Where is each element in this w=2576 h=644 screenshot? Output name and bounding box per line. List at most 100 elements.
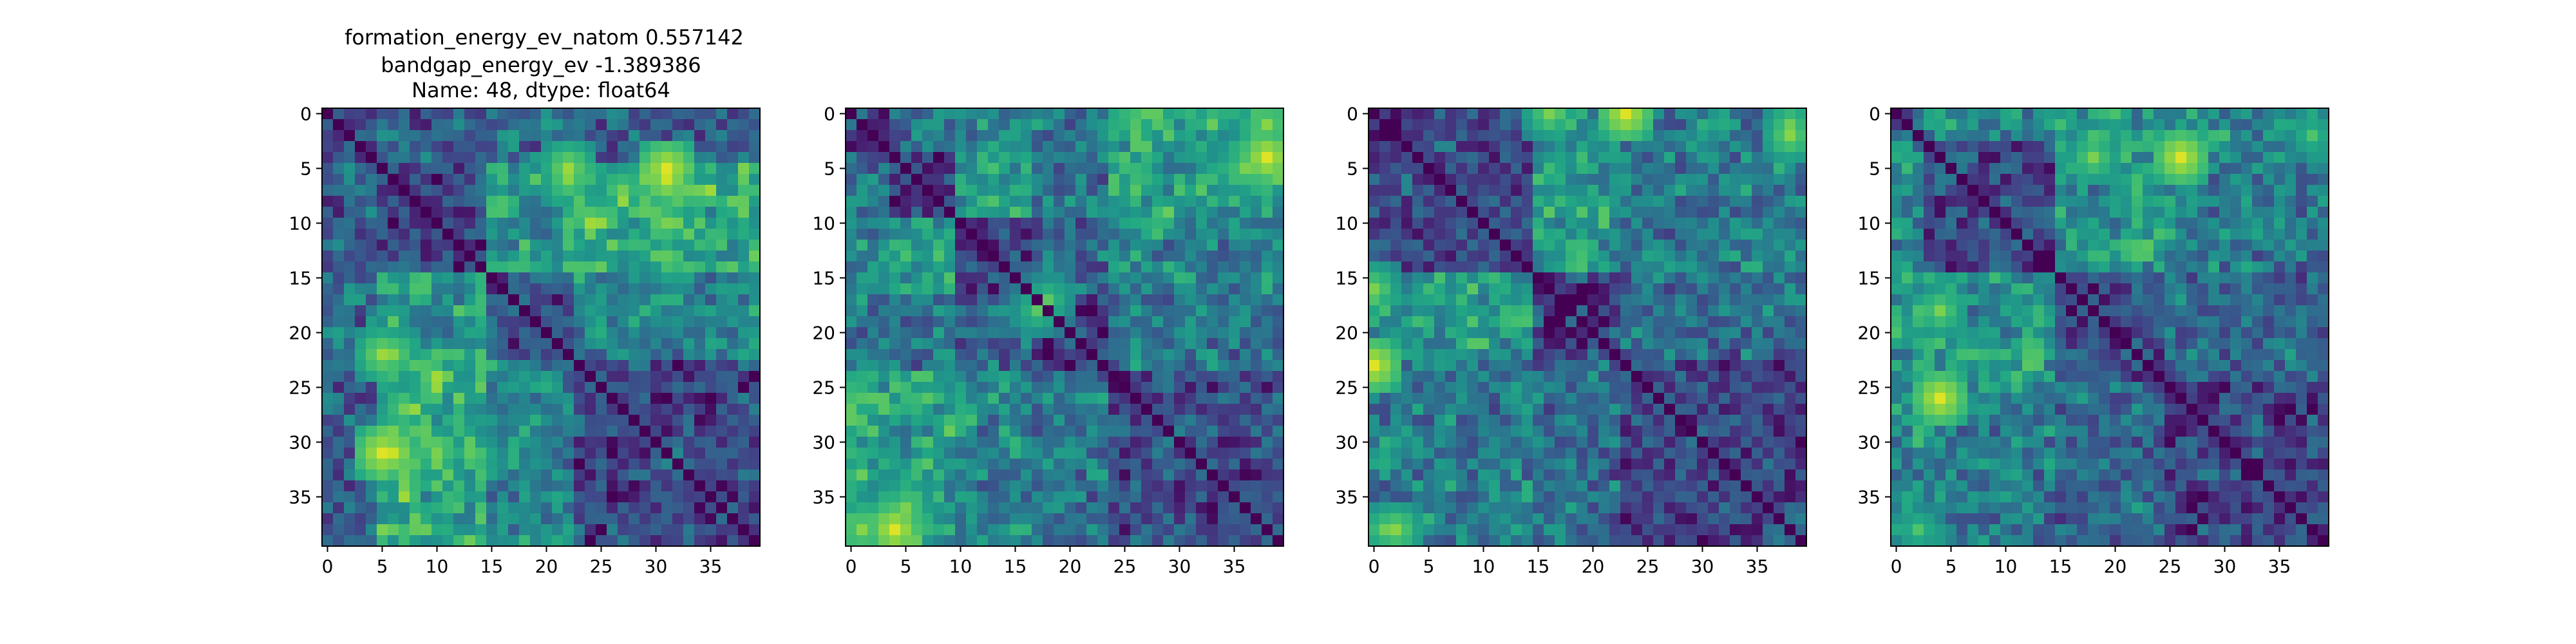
heatmap-cell bbox=[1086, 415, 1098, 426]
heatmap-cell bbox=[988, 229, 999, 240]
heatmap-cell bbox=[1218, 207, 1229, 218]
heatmap-cell bbox=[1412, 371, 1424, 383]
heatmap-cell bbox=[933, 251, 945, 262]
heatmap-cell bbox=[333, 218, 345, 229]
heatmap-cell bbox=[1218, 141, 1229, 153]
heatmap-cell bbox=[749, 261, 761, 273]
heatmap-cell bbox=[431, 437, 443, 448]
heatmap-cell bbox=[497, 185, 509, 196]
heatmap-cell bbox=[366, 327, 377, 339]
heatmap-cell bbox=[1741, 207, 1752, 218]
heatmap-cell bbox=[1785, 207, 1796, 218]
heatmap-cell bbox=[322, 108, 334, 120]
heatmap-cell bbox=[2197, 108, 2209, 120]
heatmap-cell bbox=[1686, 415, 1698, 426]
heatmap-cell bbox=[585, 338, 596, 350]
heatmap-cell bbox=[1500, 305, 1511, 317]
heatmap-cell bbox=[322, 371, 334, 383]
heatmap-cell bbox=[530, 185, 542, 196]
heatmap-cell bbox=[355, 229, 366, 240]
heatmap-cell bbox=[639, 404, 651, 415]
heatmap-cell bbox=[530, 261, 542, 273]
heatmap-cell bbox=[574, 130, 585, 142]
heatmap-cell bbox=[1262, 459, 1273, 470]
heatmap-cell bbox=[574, 415, 585, 426]
heatmap-cell bbox=[966, 327, 978, 339]
heatmap-cell bbox=[1577, 480, 1588, 492]
heatmap-cell bbox=[1262, 196, 1273, 207]
heatmap-cell bbox=[322, 185, 334, 196]
heatmap-cell bbox=[1097, 229, 1109, 240]
heatmap-cell bbox=[650, 119, 662, 131]
heatmap-cell bbox=[2285, 108, 2297, 120]
heatmap-cell bbox=[683, 491, 695, 503]
heatmap-cell bbox=[1609, 141, 1621, 153]
heatmap-cell bbox=[1423, 240, 1435, 251]
heatmap-cell bbox=[421, 283, 432, 295]
heatmap-cell bbox=[453, 524, 465, 536]
heatmap-cell bbox=[1741, 502, 1752, 514]
heatmap-cell bbox=[1500, 272, 1511, 284]
heatmap-cell bbox=[1021, 382, 1032, 393]
heatmap-cell bbox=[1467, 371, 1479, 383]
heatmap-cell bbox=[453, 382, 465, 393]
heatmap-cell bbox=[1587, 491, 1599, 503]
heatmap-cell bbox=[1412, 338, 1424, 350]
heatmap-cell bbox=[1130, 382, 1142, 393]
heatmap-cell bbox=[1533, 469, 1544, 481]
heatmap-cell bbox=[530, 469, 542, 481]
heatmap-cell bbox=[1456, 305, 1468, 317]
heatmap-cell bbox=[1196, 382, 1208, 393]
heatmap-cell bbox=[1196, 305, 1208, 317]
heatmap-cell bbox=[1533, 119, 1544, 131]
heatmap-cell bbox=[1185, 229, 1197, 240]
heatmap-cell bbox=[1412, 327, 1424, 339]
heatmap-cell bbox=[1010, 382, 1021, 393]
heatmap-cell bbox=[322, 130, 334, 142]
heatmap-cell bbox=[1511, 327, 1522, 339]
heatmap-cell bbox=[1598, 108, 1610, 120]
heatmap-cell bbox=[1174, 502, 1186, 514]
heatmap-cell bbox=[988, 491, 999, 503]
heatmap-cell bbox=[1207, 393, 1218, 404]
heatmap-cell bbox=[1752, 371, 1763, 383]
heatmap-cell bbox=[1795, 196, 1807, 207]
heatmap-cell bbox=[1185, 360, 1197, 372]
heatmap-cell bbox=[661, 513, 673, 525]
heatmap-cell bbox=[1566, 185, 1577, 196]
heatmap-cell bbox=[552, 305, 564, 317]
heatmap-cell bbox=[1108, 305, 1120, 317]
heatmap-cell bbox=[1273, 524, 1284, 536]
heatmap-cell bbox=[1795, 272, 1807, 284]
heatmap-cell bbox=[1010, 338, 1021, 350]
heatmap-cell bbox=[1686, 513, 1698, 525]
heatmap-cell bbox=[1577, 240, 1588, 251]
heatmap-cell bbox=[1489, 524, 1501, 536]
heatmap-cell bbox=[1141, 524, 1153, 536]
heatmap-cell bbox=[1434, 371, 1446, 383]
heatmap-cell bbox=[377, 426, 388, 437]
heatmap-cell bbox=[508, 130, 520, 142]
heatmap-cell bbox=[933, 141, 945, 153]
heatmap-cell bbox=[1032, 327, 1043, 339]
heatmap-cell bbox=[629, 415, 640, 426]
heatmap-cell bbox=[988, 502, 999, 514]
heatmap-cell bbox=[1631, 119, 1643, 131]
heatmap-cell bbox=[1730, 415, 1741, 426]
heatmap-cell bbox=[911, 513, 923, 525]
heatmap-cell bbox=[2022, 108, 2034, 120]
heatmap-cell bbox=[1664, 163, 1676, 175]
heatmap-cell bbox=[1229, 513, 1240, 525]
heatmap-cell bbox=[1620, 130, 1632, 142]
heatmap-cell bbox=[442, 338, 454, 350]
heatmap-cell bbox=[1412, 360, 1424, 372]
heatmap-cell bbox=[1642, 207, 1654, 218]
heatmap-cell bbox=[878, 272, 890, 284]
heatmap-cell bbox=[1533, 272, 1544, 284]
heatmap-cell bbox=[1544, 404, 1555, 415]
heatmap-cell bbox=[977, 382, 989, 393]
heatmap-cell bbox=[1555, 491, 1566, 503]
heatmap-cell bbox=[1152, 218, 1164, 229]
heatmap-cell bbox=[1207, 108, 1218, 120]
heatmap-cell bbox=[955, 240, 967, 251]
